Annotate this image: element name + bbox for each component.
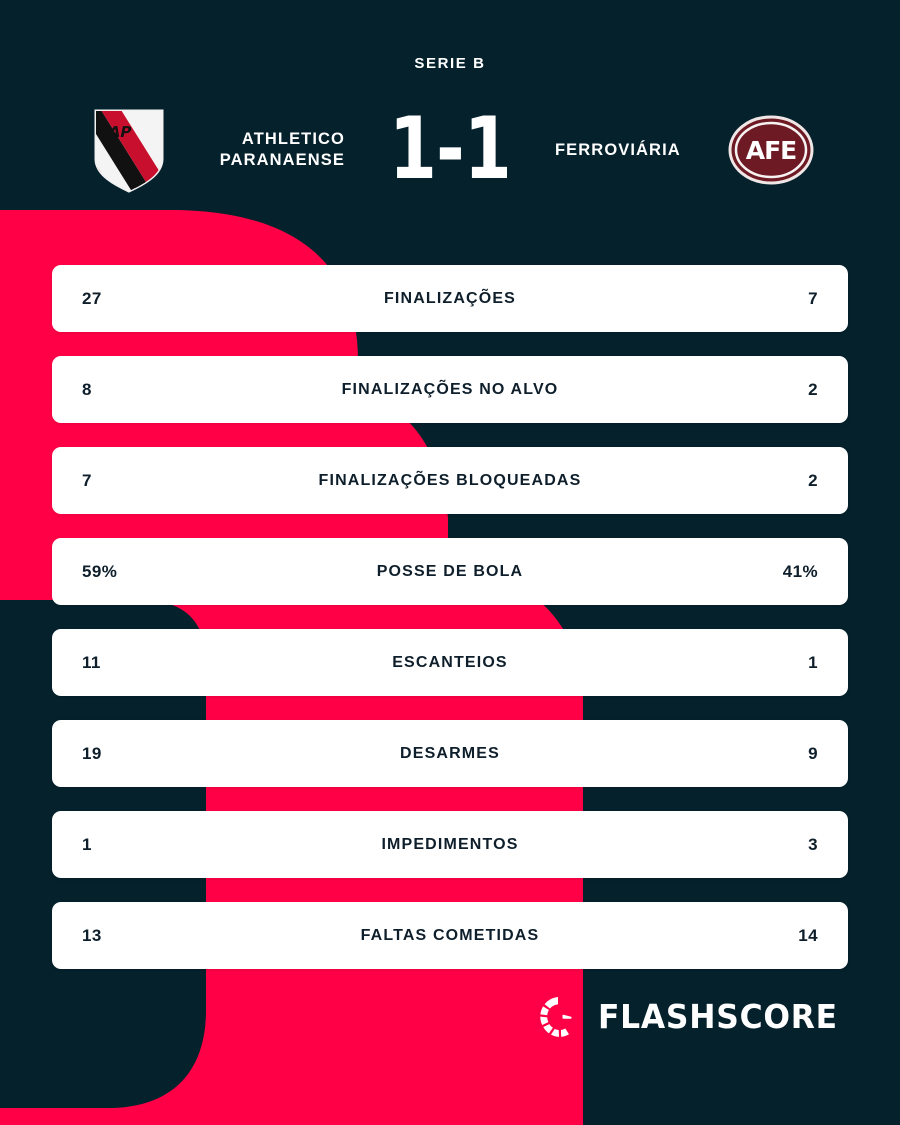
stat-label: IMPEDIMENTOS <box>381 835 519 853</box>
away-team-name: FERROVIÁRIA <box>555 140 681 159</box>
stat-home-value: 11 <box>82 652 101 672</box>
ferroviaria-badge-icon: AFE <box>728 115 814 185</box>
stat-away-value: 1 <box>808 652 818 672</box>
stat-row: 1 IMPEDIMENTOS 3 <box>52 811 848 878</box>
stat-away-value: 2 <box>808 470 818 490</box>
stat-away-value: 41% <box>782 561 818 581</box>
stat-label: FINALIZAÇÕES <box>383 289 517 307</box>
stats-list: 27 FINALIZAÇÕES 7 8 FINALIZAÇÕES NO ALVO 2 7 FI… <box>52 265 848 993</box>
stat-row: 8 FINALIZAÇÕES NO ALVO 2 <box>52 356 848 423</box>
stat-row: 7 FINALIZAÇÕES BLOQUEADAS 2 <box>52 447 848 514</box>
athletico-paranaense-badge-icon: CAP <box>94 109 164 193</box>
stat-label: FINALIZAÇÕES BLOQUEADAS <box>318 471 582 489</box>
stat-away-value: 14 <box>798 925 818 945</box>
stat-row: 27 FINALIZAÇÕES 7 <box>52 265 848 332</box>
flashscore-brand[interactable]: FLASHSCORE <box>538 992 851 1040</box>
scoreboard: CAP ATHLETICO PARANAENSE 1-1 FERROVIÁRIA… <box>0 104 900 196</box>
stat-label: FINALIZAÇÕES NO ALVO <box>341 380 559 398</box>
flashscore-wordmark: FLASHSCORE <box>597 996 838 1036</box>
stat-label: ESCANTEIOS <box>392 653 508 671</box>
stat-label: FALTAS COMETIDAS <box>360 926 540 944</box>
stat-home-value: 19 <box>82 743 102 763</box>
stat-home-value: 7 <box>82 470 92 490</box>
stat-away-value: 3 <box>808 834 818 854</box>
home-team-name: ATHLETICO PARANAENSE <box>219 130 345 169</box>
flashscore-logo-icon <box>539 997 582 1037</box>
stat-home-value: 8 <box>82 379 92 399</box>
competition-name: SERIE B <box>414 55 486 72</box>
stat-label: DESARMES <box>400 744 500 762</box>
stat-row: 11 ESCANTEIOS 1 <box>52 629 848 696</box>
svg-text:AFE: AFE <box>746 136 797 165</box>
stat-label: POSSE DE BOLA <box>376 562 524 580</box>
stat-home-value: 59% <box>82 561 118 581</box>
home-team-badge[interactable]: CAP <box>75 104 183 196</box>
stat-home-value: 1 <box>82 834 92 854</box>
stat-row: 19 DESARMES 9 <box>52 720 848 787</box>
away-team-badge[interactable]: AFE <box>717 104 825 196</box>
match-header: SERIE B <box>0 0 900 210</box>
match-score: 1-1 <box>389 99 512 200</box>
stat-away-value: 2 <box>808 379 818 399</box>
stat-row: 13 FALTAS COMETIDAS 14 <box>52 902 848 969</box>
stat-away-value: 9 <box>808 743 818 763</box>
stat-row: 59% POSSE DE BOLA 41% <box>52 538 848 605</box>
stat-home-value: 27 <box>82 288 102 308</box>
svg-text:CAP: CAP <box>96 123 133 141</box>
stat-away-value: 7 <box>808 288 818 308</box>
stat-home-value: 13 <box>82 925 102 945</box>
